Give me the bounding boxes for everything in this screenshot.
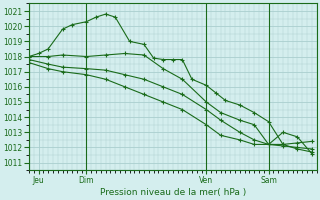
X-axis label: Pression niveau de la mer( hPa ): Pression niveau de la mer( hPa )	[100, 188, 246, 197]
